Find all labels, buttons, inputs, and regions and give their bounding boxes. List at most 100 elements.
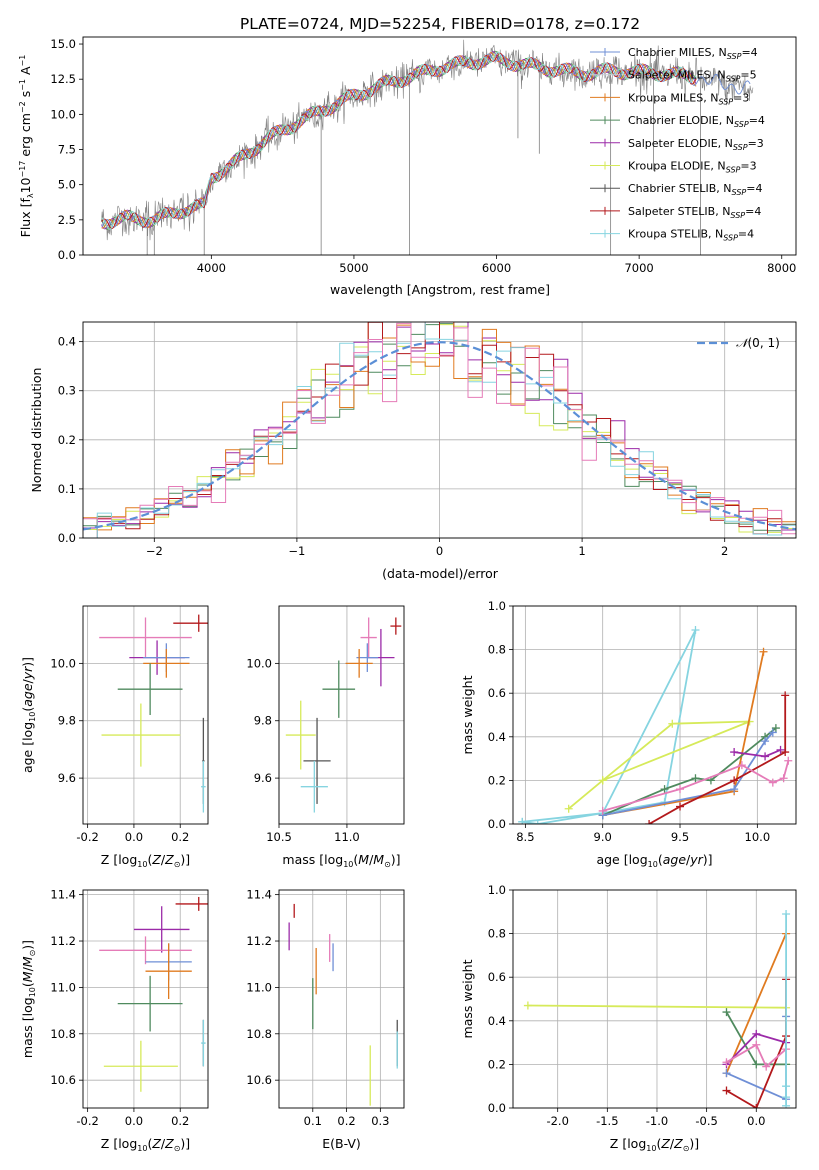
x-tick-label: 4000 bbox=[197, 261, 226, 275]
x-tick-label: 11.0 bbox=[334, 830, 360, 844]
y-tick-label: 0.3 bbox=[58, 384, 76, 398]
weight-point bbox=[762, 1062, 771, 1071]
x-tick-label: 1 bbox=[578, 544, 585, 558]
x-axis-label: Z [log10(Z/Z⊙)] bbox=[101, 1136, 190, 1153]
x-axis-label: Z [log10(Z/Z⊙)] bbox=[610, 1136, 699, 1153]
x-tick-label: 0.0 bbox=[125, 830, 143, 844]
x-axis-label: Z [log10(Z/Z⊙)] bbox=[101, 852, 190, 869]
x-tick-label: 0.0 bbox=[747, 1114, 765, 1128]
legend-entry: Chabrier ELODIE, NSSP=4 bbox=[628, 114, 765, 129]
y-tick-label: 0.8 bbox=[488, 927, 506, 941]
weight-point bbox=[761, 752, 770, 761]
weight-line bbox=[602, 651, 765, 817]
y-tick-label: 9.8 bbox=[254, 714, 272, 728]
weight-point bbox=[722, 1008, 731, 1017]
histogram-step bbox=[83, 322, 796, 535]
y-tick-label: 0.0 bbox=[488, 1101, 506, 1115]
y-tick-label: 0.4 bbox=[488, 1014, 506, 1028]
y-axis-label: Flux [fλ10−17 erg cm−2 s−1 A−1 bbox=[18, 55, 35, 238]
y-tick-label: 9.6 bbox=[254, 771, 272, 785]
x-tick-label: 0.2 bbox=[337, 1114, 355, 1128]
y-axis-label: Normed distribution bbox=[29, 368, 44, 493]
x-tick-label: -0.2 bbox=[76, 1114, 98, 1128]
legend-entry: Salpeter STELIB, NSSP=4 bbox=[628, 205, 761, 220]
weight-point bbox=[730, 785, 739, 794]
plot-area bbox=[523, 909, 791, 1108]
legend-entry: Chabrier MILES, NSSP=4 bbox=[628, 46, 758, 61]
x-axis-label: wavelength [Angstrom, rest frame] bbox=[330, 282, 550, 297]
model-fit-line bbox=[101, 51, 697, 230]
axes-frame bbox=[82, 889, 209, 1109]
weight-point bbox=[781, 691, 790, 700]
y-tick-label: 0.6 bbox=[488, 686, 506, 700]
weight-point bbox=[668, 719, 677, 728]
y-tick-label: 10.6 bbox=[50, 1073, 76, 1087]
y-tick-label: 11.2 bbox=[246, 934, 272, 948]
weight-point bbox=[676, 785, 685, 794]
y-axis-label: mass [log10(M/M⊙)] bbox=[20, 940, 37, 1058]
mass-weight-vs-age-panel: 8.5 9.0 9.5 10.0 0.0 0.2 0.4 0.6 0.8 1.0 age [log1… bbox=[460, 599, 797, 869]
y-tick-label: 15.0 bbox=[50, 37, 76, 51]
x-axis-label: (data-model)/error bbox=[382, 566, 499, 581]
weight-point bbox=[737, 761, 746, 770]
weight-point bbox=[761, 737, 770, 746]
x-tick-label: 9.0 bbox=[594, 830, 612, 844]
y-tick-label: 7.5 bbox=[58, 143, 76, 157]
weight-point bbox=[784, 756, 793, 765]
plot-area bbox=[101, 39, 754, 255]
weight-point bbox=[660, 785, 669, 794]
weight-point bbox=[768, 728, 777, 737]
y-tick-label: 10.0 bbox=[50, 656, 76, 670]
weight-point bbox=[782, 1101, 791, 1108]
age-vs-metallicity-panel: -0.2 0.0 0.2 9.6 9.8 10.0 Z [log10(Z/Z⊙)] age [… bbox=[20, 605, 209, 869]
model-fit-line bbox=[101, 51, 697, 230]
weight-line bbox=[602, 760, 790, 812]
x-tick-label: 2 bbox=[721, 544, 728, 558]
weight-point bbox=[759, 647, 768, 656]
plot-area bbox=[99, 896, 208, 1092]
mass-vs-extinction-panel: 0.1 0.2 0.3 10.6 10.8 11.0 11.2 11.4 E(B-V) bbox=[246, 888, 405, 1151]
weight-point bbox=[768, 778, 777, 787]
y-tick-label: 0.0 bbox=[58, 531, 76, 545]
plot-area bbox=[518, 625, 793, 824]
x-tick-label: -0.2 bbox=[76, 830, 98, 844]
legend-entry: Kroupa MILES, NSSP=3 bbox=[628, 91, 749, 106]
model-fit-line bbox=[101, 52, 697, 229]
legend-entry: Kroupa ELODIE, NSSP=3 bbox=[628, 160, 757, 175]
y-tick-label: 12.5 bbox=[50, 72, 76, 86]
observed-spectrum bbox=[101, 39, 754, 241]
x-tick-label: 0.2 bbox=[171, 830, 189, 844]
axes-frame bbox=[512, 889, 797, 1109]
y-tick-label: 10.8 bbox=[50, 1027, 76, 1041]
x-axis-label: age [log10(age/yr)] bbox=[596, 852, 712, 869]
weight-line bbox=[725, 933, 787, 1074]
axes-frame bbox=[82, 605, 209, 825]
y-tick-label: 9.8 bbox=[58, 714, 76, 728]
spectrum-panel: 4000 5000 6000 7000 8000 0.0 2.5 5.0 7.5 10.0 12.5… bbox=[18, 36, 797, 297]
weight-point bbox=[676, 802, 685, 811]
y-tick-label: 0.6 bbox=[488, 970, 506, 984]
x-tick-label: −2 bbox=[146, 544, 163, 558]
y-tick-label: 5.0 bbox=[58, 178, 76, 192]
weight-point bbox=[722, 1086, 731, 1095]
gaussian-curve bbox=[83, 341, 796, 531]
y-tick-label: 1.0 bbox=[488, 599, 506, 613]
y-tick-label: 0.2 bbox=[488, 1057, 506, 1071]
legend-entry: 𝒩(0, 1) bbox=[736, 336, 780, 350]
y-tick-label: 10.0 bbox=[246, 656, 272, 670]
plot-area bbox=[99, 614, 208, 813]
weight-point bbox=[523, 1001, 532, 1010]
x-tick-label: -0.5 bbox=[695, 1114, 717, 1128]
x-tick-label: 8.5 bbox=[516, 830, 534, 844]
mass-weight-vs-metallicity-panel: -2.0 -1.5 -1.0 -0.5 0.0 0.0 0.2 0.4 0.6 0.8 1.0 Z [… bbox=[460, 883, 797, 1153]
legend-entry: Kroupa STELIB, NSSP=4 bbox=[628, 228, 754, 243]
weight-point bbox=[730, 748, 739, 757]
y-tick-label: 0.4 bbox=[488, 730, 506, 744]
model-fit-line bbox=[101, 52, 697, 229]
y-tick-label: 0.2 bbox=[488, 773, 506, 787]
weight-point bbox=[752, 1060, 761, 1069]
weight-point bbox=[598, 806, 607, 815]
y-tick-label: 11.2 bbox=[50, 934, 76, 948]
y-tick-label: 11.0 bbox=[50, 980, 76, 994]
